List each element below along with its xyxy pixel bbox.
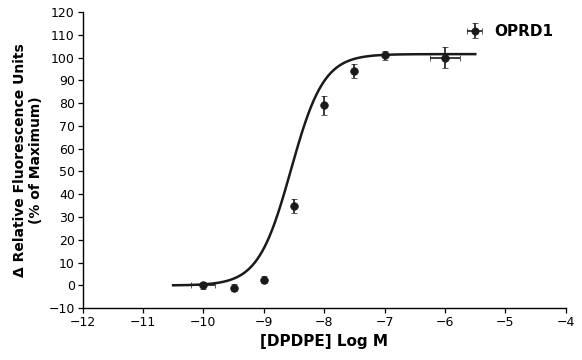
Legend: OPRD1: OPRD1: [456, 19, 558, 44]
X-axis label: [DPDPE] Log M: [DPDPE] Log M: [260, 334, 388, 350]
Y-axis label: Δ Relative Fluorescence Units
(% of Maximum): Δ Relative Fluorescence Units (% of Maxi…: [13, 43, 43, 277]
